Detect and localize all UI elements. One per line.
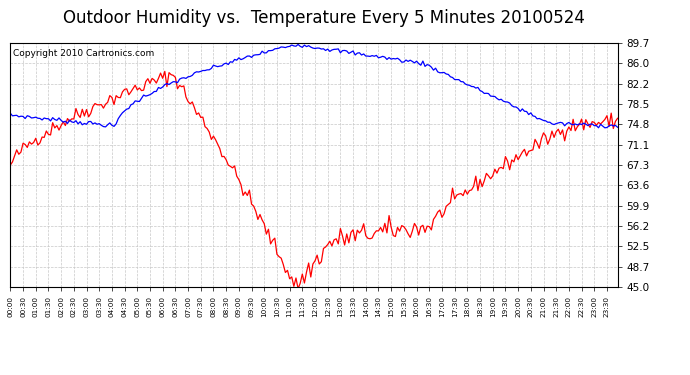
Text: Outdoor Humidity vs.  Temperature Every 5 Minutes 20100524: Outdoor Humidity vs. Temperature Every 5…: [63, 9, 585, 27]
Text: Copyright 2010 Cartronics.com: Copyright 2010 Cartronics.com: [13, 49, 155, 58]
